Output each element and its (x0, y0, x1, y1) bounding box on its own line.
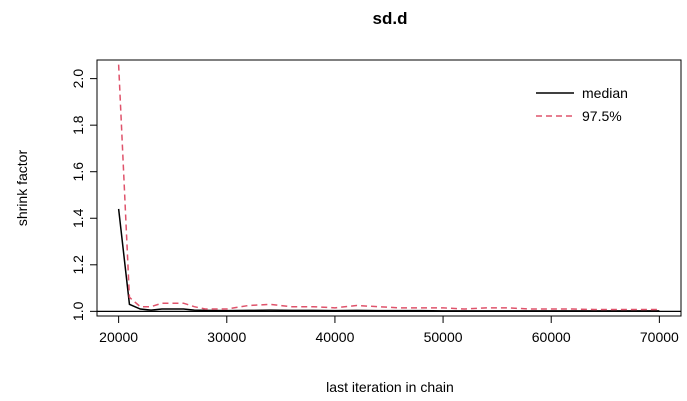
x-axis: 20000 30000 40000 50000 60000 70000 (99, 316, 679, 345)
y-axis: 1.0 1.2 1.4 1.6 1.8 2.0 (70, 69, 97, 321)
x-tick-label: 20000 (99, 329, 138, 345)
y-tick-label: 1.0 (70, 301, 86, 321)
series-line-1 (117, 64, 660, 311)
y-tick-label: 1.4 (70, 208, 86, 228)
legend: median 97.5% (536, 85, 628, 124)
y-tick-label: 1.8 (70, 115, 86, 135)
y-tick-label: 1.6 (70, 162, 86, 182)
x-tick-label: 30000 (207, 329, 246, 345)
x-axis-label: last iteration in chain (326, 379, 454, 395)
legend-label-975: 97.5% (582, 108, 622, 124)
legend-label-median: median (582, 85, 628, 101)
x-tick-label: 70000 (640, 329, 679, 345)
chart-title: sd.d (373, 9, 408, 28)
series-group (117, 64, 660, 312)
plot-frame (96, 59, 682, 317)
y-tick-label: 1.2 (70, 255, 86, 275)
x-tick-label: 50000 (424, 329, 463, 345)
y-axis-label: shrink factor (14, 150, 30, 227)
x-tick-label: 40000 (315, 329, 354, 345)
series-line-0 (117, 208, 660, 312)
y-tick-label: 2.0 (70, 69, 86, 89)
x-tick-label: 60000 (532, 329, 571, 345)
